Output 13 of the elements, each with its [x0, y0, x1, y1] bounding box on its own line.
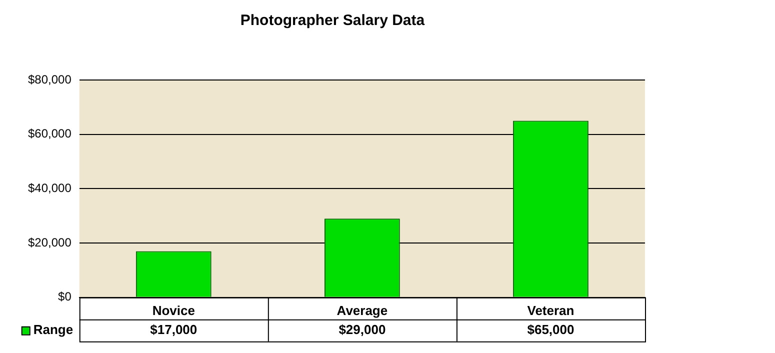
chart-title: Photographer Salary Data [240, 12, 426, 30]
y-tick-label: $80,000 [28, 72, 72, 86]
data-label: $17,000 [150, 322, 198, 337]
y-tick-label: $0 [58, 290, 72, 304]
data-label: $65,000 [527, 322, 574, 337]
y-tick-label: $60,000 [28, 126, 72, 141]
x-tick-label: Average [336, 302, 388, 318]
x-tick-label: Veteran [527, 302, 574, 318]
data-label: $29,000 [338, 322, 386, 337]
y-tick-label: $40,000 [28, 181, 72, 196]
x-tick-label: Novice [152, 302, 195, 318]
legend-label: Range [33, 322, 74, 337]
y-tick-label: $20,000 [28, 235, 72, 250]
